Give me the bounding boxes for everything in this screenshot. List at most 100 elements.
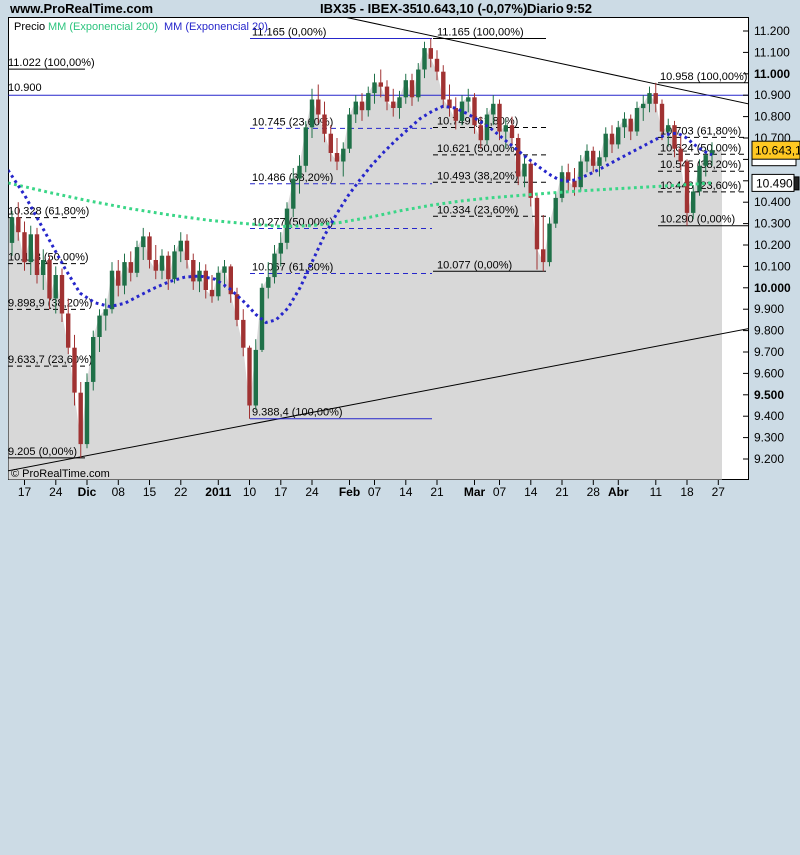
candle-body — [378, 82, 383, 87]
candle-body — [603, 133, 608, 158]
candles-layer — [9, 38, 715, 458]
candle-body — [247, 347, 252, 406]
y-tick-label: 10.100 — [754, 259, 791, 273]
fib-level-label: 10.621 (50,00%) — [437, 143, 518, 155]
candle-body — [128, 262, 133, 273]
ema20-line — [8, 104, 713, 325]
candle-body — [28, 234, 33, 263]
price-markers-layer: 10.643,1 10.490 — [751, 140, 800, 192]
x-tick-label: Abr — [608, 485, 629, 499]
candle-body — [447, 99, 452, 109]
candle-body — [284, 208, 290, 243]
x-tick-label: 21 — [430, 485, 444, 499]
x-tick-label: 07 — [368, 485, 382, 499]
candle-body — [328, 133, 333, 153]
legend-ema20[interactable]: MM (Exponencial 20) — [164, 21, 268, 33]
candle-body — [391, 101, 396, 108]
candle-body — [272, 253, 277, 278]
x-tick-label: 27 — [712, 485, 726, 499]
candle-body — [178, 240, 183, 252]
candle-body — [253, 349, 258, 406]
price-area-fill — [8, 48, 722, 480]
x-tick-label: Dic — [78, 485, 97, 499]
y-tick-label: 9.200 — [754, 452, 784, 466]
fib-level-label: 10.113 (50,00%) — [8, 252, 89, 264]
fib-level-label: 11.022 (100,00%) — [8, 57, 95, 69]
descending-resistance[interactable] — [344, 17, 749, 105]
x-tick-label: 18 — [680, 485, 694, 499]
x-tick-label: 17 — [274, 485, 288, 499]
x-tick-label: 11 — [650, 485, 663, 499]
candle-body — [97, 315, 102, 337]
candle-body — [384, 86, 390, 102]
x-tick-label: Mar — [464, 485, 486, 499]
candle-body — [497, 103, 502, 132]
clock-time: 9:52 — [566, 1, 592, 16]
candle-body — [166, 255, 171, 280]
candle-body — [559, 172, 565, 198]
fib-level-label: 10.077 (0,00%) — [437, 259, 512, 271]
candle-body — [353, 101, 358, 115]
ascending-support[interactable] — [8, 328, 749, 472]
candle-body — [509, 125, 515, 138]
candle-body — [466, 97, 471, 102]
y-tick-label: 9.300 — [754, 431, 784, 445]
candle-body — [134, 247, 140, 273]
candle-body — [322, 114, 327, 134]
candle-body — [703, 155, 708, 166]
candle-body — [453, 108, 458, 121]
candle-body — [553, 197, 558, 224]
candle-body — [659, 103, 665, 132]
x-tick-label: Feb — [339, 485, 360, 499]
ema200-marker-box — [751, 173, 795, 192]
x-tick-label: 10 — [243, 485, 257, 499]
x-tick-label: 15 — [143, 485, 157, 499]
y-tick-label: 9.500 — [754, 388, 784, 402]
x-axis: 17 24 Dic 08 15 22 2011 10 17 24 Feb 07 14 21 Mar 07 14 2… — [18, 480, 725, 499]
candle-body — [291, 178, 296, 209]
candle-body — [503, 125, 508, 132]
candle-body — [22, 232, 27, 263]
candle-body — [647, 93, 652, 104]
candle-body — [634, 108, 640, 132]
candle-body — [478, 125, 483, 141]
candle-body — [209, 289, 215, 297]
candle-body — [591, 150, 596, 166]
candle-body — [334, 153, 340, 162]
legend-price[interactable]: Precio — [14, 21, 45, 33]
candle-body — [441, 71, 446, 100]
y-tick-label: 10.900 — [754, 88, 791, 102]
candle-body — [541, 249, 546, 263]
y-tick-label: 9.400 — [754, 409, 784, 423]
candle-body — [16, 217, 21, 233]
candle-body — [566, 172, 571, 181]
fib-nov-swing[interactable]: 11.022 (100,00%) 10.328 (61,80%) 10.113 (5… — [8, 57, 95, 459]
candle-body — [653, 93, 658, 104]
candle-body — [522, 163, 527, 177]
candle-body — [459, 101, 465, 121]
candle-body — [91, 337, 96, 382]
chart-layers: 10.900 11.022 (100,00%) 10.328 (61,80%) 10.… — [8, 17, 749, 480]
x-tick-label: 24 — [49, 485, 63, 499]
candle-body — [41, 260, 46, 275]
site-title[interactable]: www.ProRealTime.com — [9, 1, 153, 16]
fib-jan-feb-rally[interactable]: 11.165 (0,00%) 10.745 (23,60%) 10.486 (38,… — [250, 26, 432, 420]
hline-10900-label: 10.900 — [8, 82, 42, 94]
candle-body — [578, 161, 583, 188]
candle-body — [491, 103, 496, 115]
fib-level-label: 10.290 (0,00%) — [660, 214, 735, 226]
last-price-marker-label: 10.643,1 — [755, 144, 800, 158]
y-tick-label: 11.000 — [754, 67, 790, 81]
candle-body — [297, 165, 302, 179]
candle-body — [116, 270, 121, 286]
candle-body — [9, 217, 15, 243]
candle-body — [191, 260, 196, 282]
y-tick-label: 10.300 — [754, 217, 791, 231]
legend-ema200[interactable]: MM (Exponencial 200) — [48, 21, 158, 33]
candle-body — [672, 125, 677, 149]
candle-body — [597, 157, 602, 166]
y-tick-label: 10.200 — [754, 238, 791, 252]
last-price-change: 10.643,10 (-0,07%) — [416, 1, 527, 16]
candle-body — [141, 236, 146, 248]
